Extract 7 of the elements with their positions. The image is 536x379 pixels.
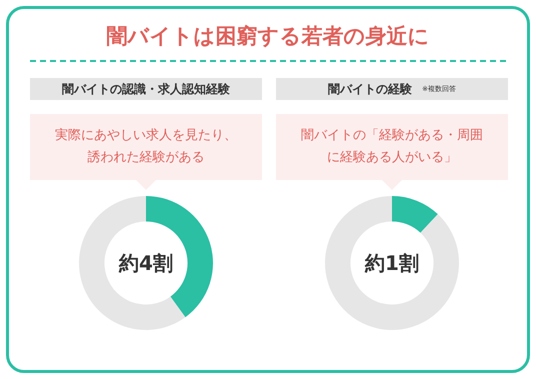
chart-title: 闇バイトの経験	[328, 80, 412, 98]
chart-title: 闇バイトの認識・求人認知経験	[62, 80, 230, 98]
chart-subtitle: 実際にあやしい求人を見たり、誘われた経験がある	[54, 127, 238, 167]
chart-subtitle: 闇バイトの「経験がある・周囲に経験ある人がいる」	[300, 127, 484, 167]
text: 闇バイトは困窮する若者の身近に	[106, 23, 430, 50]
text: 約4割	[119, 250, 173, 276]
text: 約1割	[365, 250, 419, 276]
